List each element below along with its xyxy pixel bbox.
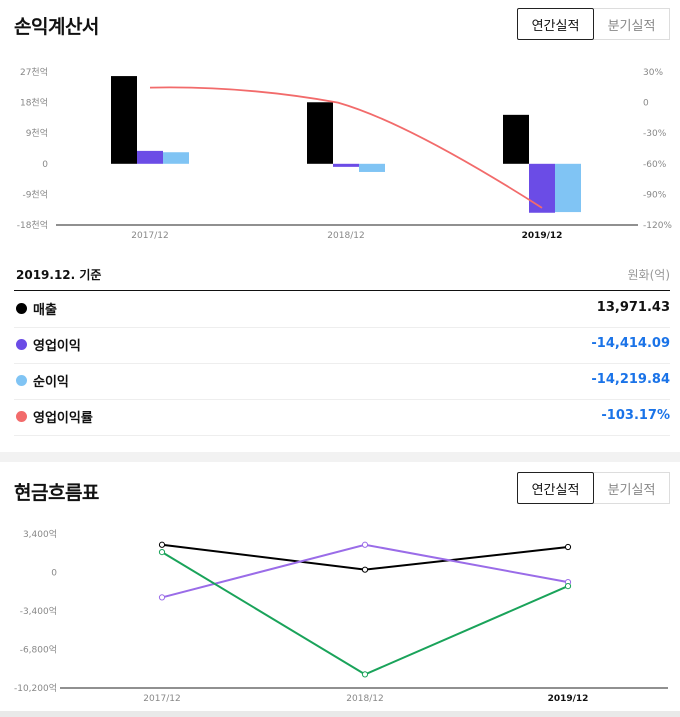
cashflow-quarter-button[interactable]: 분기실적	[594, 472, 670, 504]
cashflow-chart: 3,400억 0 -3,400억 -6,800억 -10,200억 2017/12 2018…	[14, 528, 668, 704]
y-tick-right: 0	[643, 99, 649, 109]
y-tick: 0	[51, 569, 57, 579]
x-tick: 2019/12	[522, 231, 563, 241]
y-tick-right: -30%	[643, 129, 667, 139]
cashflow-section-title: 현금흐름표	[14, 482, 99, 504]
income-section-title: 손익계산서	[14, 16, 99, 38]
income-period-toggle: 연간실적 분기실적	[517, 8, 670, 40]
bar-매출	[503, 114, 529, 164]
bar-순이익	[359, 163, 385, 172]
line-영업이익률	[149, 86, 543, 209]
bottom-divider	[0, 711, 680, 717]
x-tick: 2018/12	[327, 231, 364, 241]
legend-row: 매출 13,971.43	[14, 291, 670, 328]
legend-dot-icon	[16, 339, 27, 350]
cashflow-series-line	[161, 543, 569, 571]
bar-매출	[307, 102, 333, 164]
legend-row: 순이익 -14,219.84	[14, 363, 670, 400]
x-tick: 2019/12	[548, 694, 589, 704]
legend-dot-icon	[16, 375, 27, 386]
section-divider	[0, 452, 680, 462]
bar-순이익	[163, 152, 189, 164]
income-annual-button[interactable]: 연간실적	[517, 8, 594, 40]
legend-dot-icon	[16, 411, 27, 422]
cashflow-annual-button[interactable]: 연간실적	[517, 472, 594, 504]
y-tick-right: -120%	[643, 221, 672, 231]
y-tick-left: -18천억	[17, 219, 48, 231]
bar-영업이익	[529, 163, 555, 213]
y-tick: -6,800억	[20, 644, 57, 656]
cashflow-point	[564, 582, 572, 590]
y-tick: 3,400억	[23, 528, 57, 540]
cashflow-point	[158, 541, 166, 548]
legend-row: 영업이익 -14,414.09	[14, 327, 670, 364]
legend-label: 매출	[33, 303, 57, 318]
income-legend-header: 2019.12. 기준 원화(억)	[14, 262, 670, 291]
legend-label: 순이익	[33, 375, 69, 390]
y-tick-right: 30%	[643, 68, 663, 78]
bar-매출	[111, 76, 137, 164]
cashflow-point	[361, 671, 369, 678]
y-tick: -10,200억	[14, 682, 57, 694]
y-tick-left: 9천억	[26, 127, 48, 139]
x-tick: 2017/12	[143, 694, 180, 704]
y-tick-right: -60%	[643, 160, 667, 170]
cashflow-period-toggle: 연간실적 분기실적	[517, 472, 670, 504]
bar-영업이익	[137, 150, 163, 164]
income-quarter-button[interactable]: 분기실적	[594, 8, 670, 40]
cashflow-point	[158, 594, 166, 601]
income-chart: 27천억 18천억 9천억 0 -9천억 -18천억 30% 0 -30% -60% -90% -12…	[17, 66, 673, 241]
y-tick-right: -90%	[643, 190, 667, 200]
y-tick-left: 0	[42, 160, 48, 170]
y-tick-left: 18천억	[20, 97, 48, 109]
legend-row: 영업이익률 -103.17%	[14, 399, 670, 436]
legend-value: -103.17%	[601, 408, 670, 423]
y-tick-left: 27천억	[20, 66, 48, 78]
legend-label: 영업이익	[33, 339, 81, 354]
bar-영업이익	[333, 163, 359, 167]
basis-date: 2019.12. 기준	[16, 268, 102, 282]
cashflow-point	[361, 566, 369, 573]
cashflow-point	[564, 543, 572, 551]
cashflow-point	[158, 549, 166, 556]
x-tick: 2017/12	[131, 231, 168, 241]
legend-value: 13,971.43	[596, 300, 670, 315]
cashflow-point	[361, 541, 369, 548]
legend-value: -14,219.84	[591, 372, 670, 387]
y-tick-left: -9천억	[22, 188, 48, 200]
y-tick: -3,400억	[20, 605, 57, 617]
legend-label: 영업이익률	[33, 411, 93, 426]
legend-value: -14,414.09	[591, 336, 670, 351]
bar-순이익	[555, 163, 581, 213]
currency-unit: 원화(억)	[627, 268, 670, 282]
legend-dot-icon	[16, 303, 27, 314]
x-tick: 2018/12	[346, 694, 383, 704]
